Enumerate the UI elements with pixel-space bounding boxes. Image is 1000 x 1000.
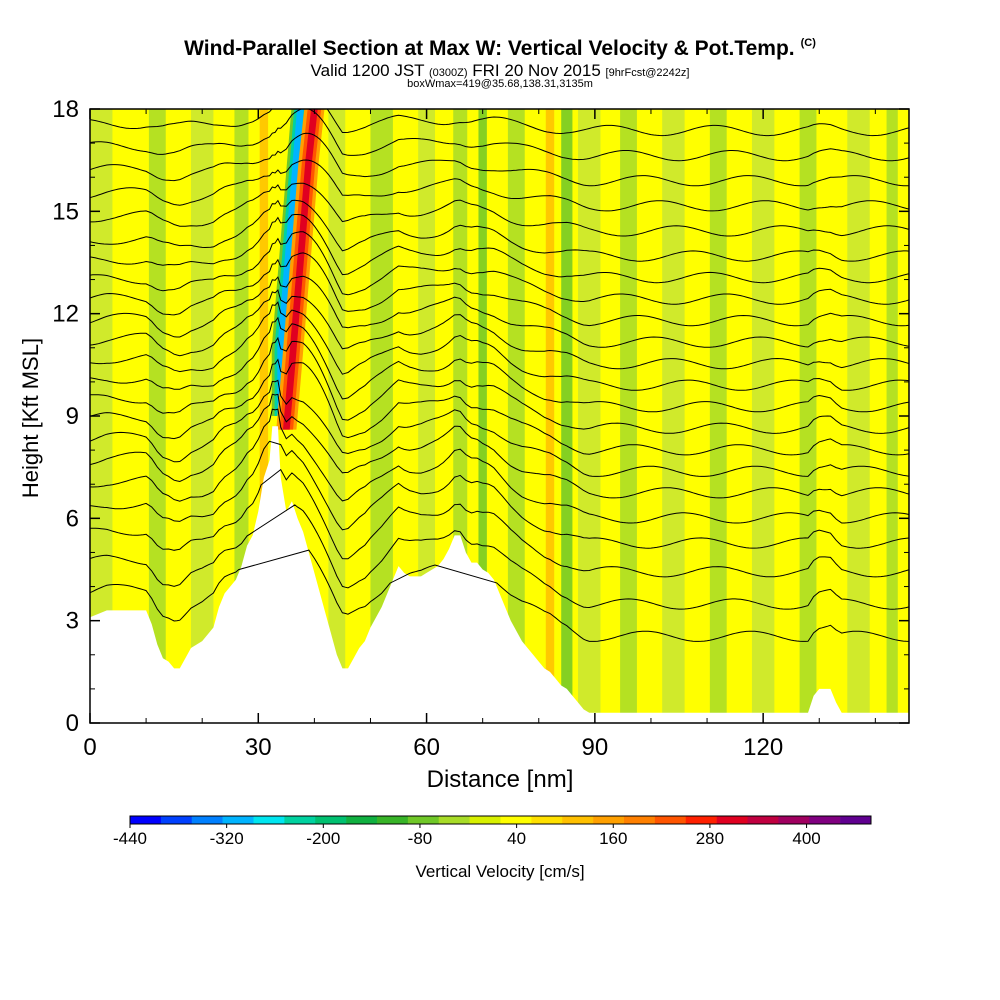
colorbar-swatch-5 — [284, 816, 316, 824]
colorbar-swatch-18 — [685, 816, 717, 824]
colorbar-swatch-6 — [315, 816, 347, 824]
field-streak-6 — [370, 109, 393, 723]
isentrope-line-4 — [90, 408, 909, 524]
y-tick-label-0: 0 — [66, 710, 79, 737]
colorbar-swatch-21 — [778, 816, 810, 824]
y-tick-label-2: 6 — [66, 505, 79, 532]
x-tick-label-1: 30 — [245, 734, 272, 761]
isentrope-line-10 — [90, 301, 909, 391]
field-streak-20 — [886, 109, 898, 723]
subtitle-main: Valid 1200 JST — [310, 61, 425, 80]
colorbar-frame — [129, 815, 872, 825]
isentrope-line-1 — [90, 504, 909, 610]
colorbar-swatch-11 — [469, 816, 501, 824]
chart-title-mark: (C) — [800, 37, 816, 49]
colorbar-swatch-16 — [624, 816, 656, 824]
colorbar-swatch-20 — [747, 816, 779, 824]
colorbar-swatch-13 — [531, 816, 563, 824]
colorbar-swatch-19 — [716, 816, 748, 824]
colorbar-swatch-17 — [654, 816, 687, 824]
y-tick-label-3: 9 — [66, 403, 79, 430]
isentrope-line-9 — [90, 316, 909, 413]
field-streak-11 — [545, 109, 555, 723]
y-tick-label-4: 12 — [52, 301, 79, 328]
colorbar-swatch-23 — [840, 816, 872, 824]
colorbar-tick-label-2: -200 — [306, 829, 340, 848]
colorbar-swatch-7 — [346, 816, 378, 824]
chart-title-text: Wind-Parallel Section at Max W: Vertical… — [184, 37, 795, 60]
field-streak-19 — [847, 109, 870, 723]
y-tick-label-6: 18 — [52, 96, 79, 123]
chart-subtitle-box: boxWmax=419@35.68,138.31,3135m — [407, 78, 593, 90]
field-streak-15 — [662, 109, 685, 723]
isentrope-line-20 — [90, 109, 909, 162]
colorbar-swatch-3 — [222, 816, 254, 824]
colorbar-swatch-1 — [160, 816, 193, 824]
isentrope-line-3 — [90, 440, 909, 549]
colorbar-swatch-9 — [407, 816, 440, 824]
colorbar-tick-label-0: -440 — [113, 829, 147, 848]
x-tick-label-2: 60 — [413, 734, 440, 761]
subtitle-utc: (0300Z) — [429, 67, 468, 79]
isentrope-line-16 — [90, 199, 909, 262]
isentrope-line-18 — [90, 159, 909, 212]
x-tick-label-4: 120 — [743, 734, 783, 761]
plot-field — [90, 109, 909, 723]
field-streak-16 — [709, 109, 727, 723]
y-tick-label-1: 3 — [66, 608, 79, 635]
x-tick-label-0: 0 — [83, 734, 96, 761]
colorbar-swatch-10 — [438, 816, 470, 824]
colorbar-swatch-4 — [253, 816, 285, 824]
y-tick-label-5: 15 — [52, 198, 79, 225]
isentrope-line-7 — [90, 358, 909, 456]
field-streak-9 — [478, 109, 487, 723]
colorbar-tick-label-6: 280 — [696, 829, 724, 848]
isentrope-line-0 — [90, 549, 909, 642]
field-streak-17 — [751, 109, 775, 723]
isentrope-line-12 — [90, 275, 909, 348]
subtitle-date: FRI 20 Nov 2015 — [472, 61, 601, 80]
x-tick-label-3: 90 — [582, 734, 609, 761]
colorbar-swatch-14 — [562, 816, 594, 824]
isentrope-line-13 — [90, 252, 909, 327]
updraft-band-core — [282, 109, 318, 430]
colorbar-label: Vertical Velocity [cm/s] — [415, 862, 585, 881]
field-streak-4 — [259, 109, 269, 723]
colorbar-swatch-0 — [130, 816, 162, 824]
subtitle-forecast: [9hrFcst@2242z] — [605, 67, 690, 79]
colorbar-swatch-22 — [809, 816, 841, 824]
field-streak-13 — [578, 109, 601, 723]
isentrope-line-14 — [90, 231, 909, 305]
isentrope-line-8 — [90, 336, 909, 434]
isentrope-line-5 — [90, 393, 909, 499]
isentrope-line-19 — [90, 132, 909, 187]
colorbar-tick-label-4: 40 — [507, 829, 526, 848]
field-streak-14 — [620, 109, 637, 723]
colorbar-swatch-2 — [191, 816, 223, 824]
chart-subtitle: Valid 1200 JST (0300Z) FRI 20 Nov 2015 [… — [0, 61, 1000, 81]
colorbar-swatch-12 — [500, 816, 532, 824]
field-streak-12 — [561, 109, 573, 723]
colorbar-swatch-15 — [593, 816, 625, 824]
colorbar-tick-label-1: -320 — [210, 829, 244, 848]
colorbar-tick-label-5: 160 — [599, 829, 627, 848]
isentrope-line-2 — [90, 468, 909, 578]
isentrope-line-21 — [90, 109, 909, 137]
isentrope-line-11 — [90, 289, 909, 370]
isentrope-line-6 — [90, 379, 909, 477]
colorbar-tick-label-3: -80 — [408, 829, 433, 848]
field-streak-0 — [90, 109, 113, 723]
chart-title: Wind-Parallel Section at Max W: Vertical… — [0, 37, 1000, 61]
x-axis-label: Distance [nm] — [426, 766, 574, 793]
field-streak-18 — [799, 109, 817, 723]
y-axis-label: Height [Kft MSL] — [18, 337, 43, 499]
terrain-mask — [90, 426, 909, 723]
isentrope-line-15 — [90, 214, 909, 284]
colorbar-swatch-8 — [377, 816, 409, 824]
field-streak-5 — [328, 109, 346, 723]
isentrope-line-17 — [90, 182, 909, 237]
colorbar-tick-label-7: 400 — [792, 829, 820, 848]
